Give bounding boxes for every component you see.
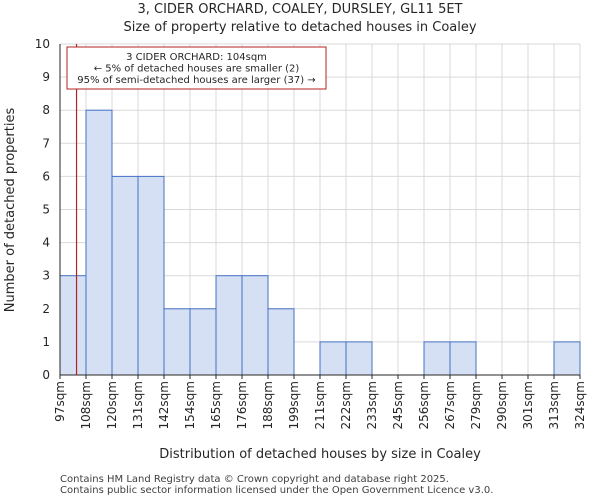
histogram-bar (241, 275, 269, 376)
x-tick-label: 279sqm (469, 381, 483, 429)
y-tick-label: 6 (42, 169, 50, 183)
x-tick-label: 245sqm (391, 381, 405, 429)
x-tick-label: 154sqm (183, 381, 197, 429)
x-tick-label: 211sqm (313, 381, 327, 429)
histogram-bar (189, 308, 217, 376)
x-tick-labels: 97sqm 108sqm 120sqm 131sqm 142sqm 154sqm 165sq… (53, 381, 587, 429)
annotation-line: 95% of semi-detached houses are larger (… (77, 75, 315, 86)
footer-copyright: Contains HM Land Registry data © Crown c… (60, 474, 449, 485)
y-tick-label: 1 (42, 335, 50, 349)
y-tick-label: 3 (42, 269, 50, 283)
y-tick-labels: 0 1 2 3 4 5 6 7 8 9 10 (35, 37, 50, 382)
histogram-bar (267, 308, 295, 376)
histogram-bar (137, 175, 165, 376)
y-tick-label: 9 (42, 70, 50, 84)
axes (59, 44, 581, 379)
y-tick-label: 10 (35, 37, 50, 51)
x-tick-label: 313sqm (547, 381, 561, 429)
x-tick-label: 142sqm (157, 381, 171, 429)
y-tick-label: 0 (42, 368, 50, 382)
x-tick-label: 233sqm (365, 381, 379, 429)
x-tick-label: 165sqm (209, 381, 223, 429)
x-tick-label: 176sqm (235, 381, 249, 429)
x-tick-label: 120sqm (105, 381, 119, 429)
x-tick-label: 324sqm (573, 381, 587, 429)
annotation-line: 3 CIDER ORCHARD: 104sqm (126, 52, 267, 63)
x-tick-label: 131sqm (131, 381, 145, 429)
y-axis-label: Number of detached properties (3, 108, 18, 313)
x-tick-label: 301sqm (521, 381, 535, 429)
bars (59, 109, 581, 376)
annotation-line: ← 5% of detached houses are smaller (2) (94, 64, 300, 75)
y-tick-label: 2 (42, 302, 50, 316)
histogram-bar (163, 308, 191, 376)
x-tick-label: 290sqm (495, 381, 509, 429)
x-axis-label: Distribution of detached houses by size … (159, 447, 481, 462)
annotation-box (66, 46, 327, 90)
y-tick-label: 8 (42, 103, 50, 117)
histogram-bar (345, 341, 373, 376)
x-tick-label: 108sqm (79, 381, 93, 429)
histogram-bar (111, 175, 139, 376)
histogram-bar (319, 341, 347, 376)
chart-title: 3, CIDER ORCHARD, COALEY, DURSLEY, GL11 … (137, 2, 463, 17)
y-tick-label: 4 (42, 236, 50, 250)
histogram-bar (215, 275, 243, 376)
x-tick-label: 256sqm (417, 381, 431, 429)
histogram-bar (553, 341, 581, 376)
footer-licence: Contains public sector information licen… (60, 485, 494, 496)
y-tick-label: 5 (42, 203, 50, 217)
histogram-bar (423, 341, 451, 376)
x-tick-label: 188sqm (261, 381, 275, 429)
x-tick-label: 199sqm (287, 381, 301, 429)
histogram-bar (59, 275, 87, 376)
chart-subtitle: Size of property relative to detached ho… (123, 20, 477, 35)
y-tick-label: 7 (42, 136, 50, 150)
x-tick-label: 97sqm (53, 381, 67, 422)
x-tick-label: 222sqm (339, 381, 353, 429)
histogram-bar (85, 109, 113, 376)
x-tick-label: 267sqm (443, 381, 457, 429)
histogram-bar (449, 341, 477, 376)
property-marker: 3 CIDER ORCHARD: 104sqm← 5% of detached … (66, 44, 327, 375)
